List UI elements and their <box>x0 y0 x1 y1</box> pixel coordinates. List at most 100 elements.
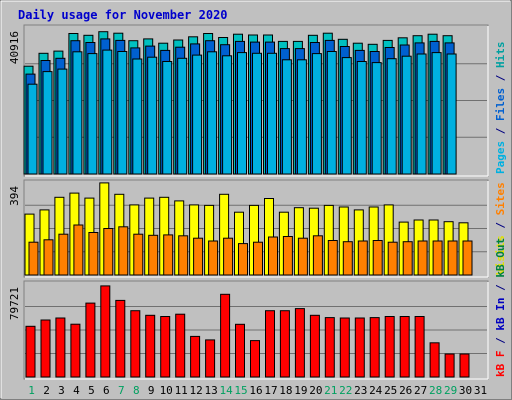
x-tick-label: 7 <box>118 384 125 397</box>
x-tick-label: 17 <box>264 384 277 397</box>
bar-sites <box>387 241 398 276</box>
bar-sites <box>148 234 159 276</box>
bar-pages <box>341 57 352 175</box>
series-legend: Visits / Sites <box>494 182 507 275</box>
bar-kb-f <box>354 317 365 378</box>
bar-kb-f <box>265 310 275 378</box>
x-tick-label: 22 <box>339 384 352 397</box>
panel-middle: 394 Visits / Sites <box>8 179 507 278</box>
bar-kb-f <box>414 316 425 378</box>
bar-pages <box>326 51 337 175</box>
bar-kb-f <box>175 313 186 378</box>
bar-pages <box>102 49 113 175</box>
bar-kb-f <box>339 317 350 378</box>
bar-sites <box>312 235 323 276</box>
bar-pages <box>42 71 53 175</box>
legend-part: Sites <box>494 182 507 215</box>
bar-sites <box>223 237 234 276</box>
x-tick-label: 24 <box>369 384 383 397</box>
x-tick-label: 5 <box>88 384 95 397</box>
bar-kb-f <box>25 325 36 378</box>
x-tick-label: 4 <box>73 384 80 397</box>
bar-kb-f <box>235 323 245 378</box>
legend-part: / <box>494 278 507 298</box>
x-tick-label: 6 <box>103 384 110 397</box>
bar-kb-f <box>190 335 201 378</box>
bar-sites <box>253 241 263 276</box>
legend-part: kB Out <box>494 238 507 278</box>
bar-kb-f <box>324 317 335 378</box>
x-tick-label: 29 <box>444 384 457 397</box>
bar-sites <box>73 224 84 276</box>
bar-pages <box>401 55 412 175</box>
bar-pages <box>446 53 457 175</box>
legend-part: Visits <box>494 235 507 275</box>
legend-part: / <box>494 215 507 235</box>
x-tick-label: 20 <box>309 384 322 397</box>
legend-part: / <box>494 121 507 141</box>
bar-kb-f <box>55 317 66 378</box>
bar-sites <box>163 234 174 276</box>
bar-pages <box>72 51 83 175</box>
bar-kb-f <box>205 339 216 378</box>
bar-sites <box>282 236 293 276</box>
bar-kb-f <box>444 353 455 378</box>
bar-pages <box>87 53 98 175</box>
bar-pages <box>311 53 322 175</box>
bar-pages <box>27 83 38 175</box>
bar-pages <box>192 54 203 175</box>
bar-sites <box>447 240 458 276</box>
y-max-label: 394 <box>8 186 21 206</box>
bar-kb-f <box>384 316 395 378</box>
bar-pages <box>281 59 292 175</box>
x-tick-label: 15 <box>234 384 247 397</box>
x-tick-label: 27 <box>414 384 427 397</box>
x-tick-label: 9 <box>148 384 155 397</box>
bar-kb-f <box>429 342 440 378</box>
bar-sites <box>28 241 39 276</box>
bar-sites <box>357 240 368 276</box>
x-tick-label: 13 <box>204 384 217 397</box>
bar-sites <box>462 240 473 276</box>
panel-top: 40916 Pages / Files / Hits <box>8 24 507 177</box>
bar-pages <box>416 53 427 175</box>
x-tick-label: 31 <box>474 384 487 397</box>
bar-kb-f <box>399 316 410 378</box>
bar-sites <box>417 240 428 276</box>
bar-pages <box>147 56 158 175</box>
bar-pages <box>222 55 233 175</box>
bar-sites <box>402 241 413 276</box>
bar-sites <box>208 240 219 276</box>
x-tick-label: 11 <box>175 384 188 397</box>
bar-sites <box>43 239 54 276</box>
x-tick-label: 25 <box>384 384 397 397</box>
x-axis-day-labels: 1 2 3 4 5 6 7 8 9 10 11 12 13 14 15 16 17 18 19 20 21 22 23 24 2… <box>28 384 487 397</box>
x-tick-label: 2 <box>43 384 50 397</box>
bar-pages <box>431 52 442 175</box>
bar-pages <box>386 58 397 175</box>
bar-sites <box>238 243 248 276</box>
bar-sites <box>118 226 129 276</box>
x-tick-label: 1 <box>28 384 35 397</box>
bar-kb-f <box>145 314 156 378</box>
bar-sites <box>327 240 338 276</box>
x-tick-label: 16 <box>249 384 262 397</box>
bar-pages <box>371 62 382 175</box>
series-legend: kB F / kB In / kB Out <box>494 238 507 377</box>
bar-sites <box>268 236 278 276</box>
bar-pages <box>267 52 277 175</box>
legend-part: Hits <box>494 42 507 69</box>
series-legend: Pages / Files / Hits <box>494 42 507 175</box>
chart-panels: 40916 Pages / Files / Hits 394 Visits / Sit… <box>8 24 507 380</box>
bar-kb-f <box>40 319 51 378</box>
legend-part: kB In <box>494 298 507 331</box>
x-tick-label: 10 <box>160 384 173 397</box>
bar-kb-f <box>369 317 380 378</box>
legend-part: / <box>494 68 507 88</box>
x-tick-label: 18 <box>279 384 292 397</box>
legend-part: / <box>494 331 507 351</box>
bar-pages <box>252 52 262 175</box>
x-tick-label: 28 <box>429 384 442 397</box>
